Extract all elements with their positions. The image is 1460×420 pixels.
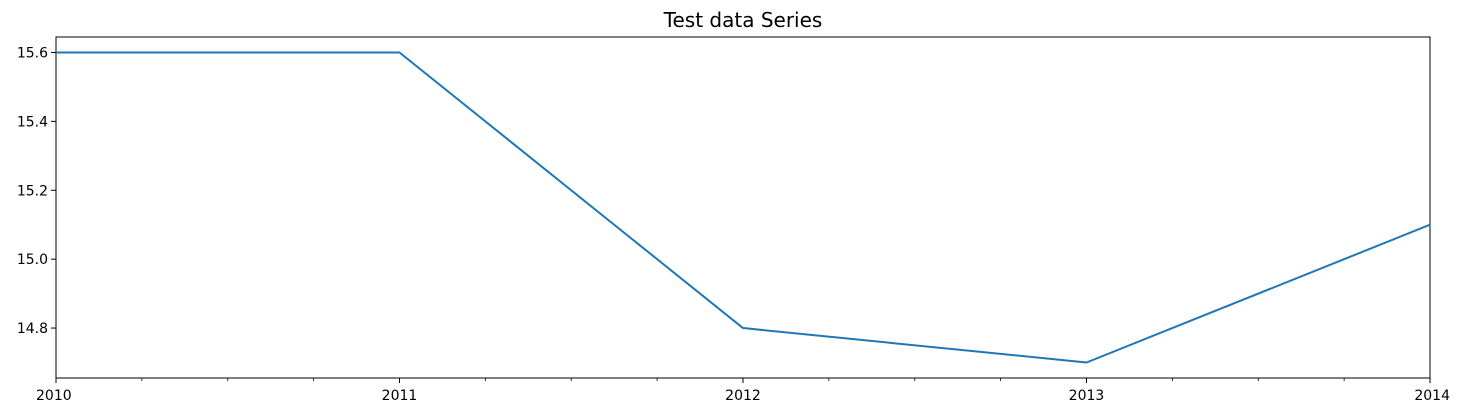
series-line bbox=[56, 53, 1430, 363]
y-tick-label: 15.4 bbox=[17, 114, 48, 130]
x-tick-label: 2010 bbox=[36, 388, 72, 404]
x-tick-label: 2013 bbox=[1069, 388, 1105, 404]
x-tick-label: 2014 bbox=[1414, 388, 1450, 404]
series-layer bbox=[56, 52, 1430, 362]
chart-title: Test data Series bbox=[663, 8, 823, 32]
y-tick-label: 15.6 bbox=[17, 46, 48, 62]
x-tick-label: 2012 bbox=[725, 388, 761, 404]
y-tick-label: 15.2 bbox=[17, 183, 48, 199]
y-tick-label: 15.0 bbox=[17, 252, 48, 268]
axes-layer: 2010 2011 2012 2013 2014 14.8 15.0 15.2 15.4 15.6 bbox=[17, 37, 1450, 404]
y-tick-label: 14.8 bbox=[17, 321, 48, 337]
x-tick-label: 2011 bbox=[382, 388, 418, 404]
